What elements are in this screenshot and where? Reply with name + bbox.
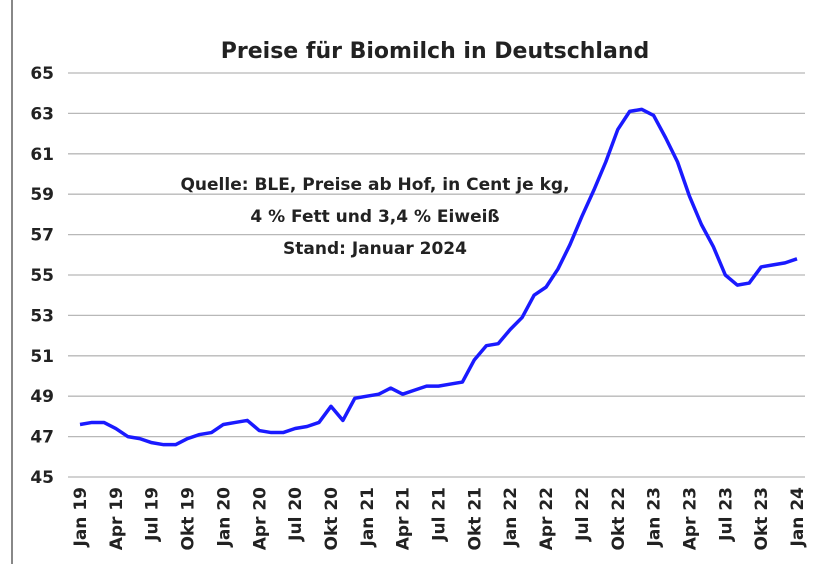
x-tick-label: Apr 22 <box>537 487 557 550</box>
x-tick-label: Jul 23 <box>716 487 736 542</box>
x-tick-label: Apr 19 <box>107 487 127 550</box>
data-line <box>79 107 798 447</box>
y-tick-label: 45 <box>30 468 54 488</box>
x-tick-label: Jul 22 <box>573 487 593 542</box>
x-tick-label: Okt 20 <box>322 487 342 551</box>
x-tick-label: Okt 22 <box>609 487 629 550</box>
annotation: 4 % Fett und 3,4 % Eiweiß <box>250 207 499 227</box>
x-tick-label: Apr 21 <box>394 487 414 550</box>
y-tick-label: 63 <box>30 104 54 124</box>
x-tick-label: Apr 23 <box>680 487 700 550</box>
x-tick-label: Jul 20 <box>286 487 306 542</box>
x-tick-label: Jan 20 <box>214 487 234 548</box>
x-tick-label: Jan 24 <box>788 487 808 548</box>
x-tick-label: Okt 21 <box>465 487 485 550</box>
x-tick-label: Jan 23 <box>645 487 665 547</box>
x-tick-label: Okt 23 <box>752 487 772 550</box>
y-tick-label: 61 <box>30 145 54 165</box>
y-tick-label: 53 <box>30 306 54 326</box>
annotation: Quelle: BLE, Preise ab Hof, in Cent je k… <box>180 175 569 195</box>
x-tick-label: Apr 20 <box>250 487 270 550</box>
annotation: Stand: Januar 2024 <box>283 239 467 259</box>
chart-title: Preise für Biomilch in Deutschland <box>221 39 649 64</box>
x-tick-label: Jan 21 <box>358 487 378 547</box>
x-tick-label: Jan 22 <box>501 487 521 547</box>
y-tick-label: 49 <box>30 387 54 407</box>
y-tick-label: 55 <box>30 266 54 286</box>
x-tick-label: Jul 19 <box>143 487 163 542</box>
x-tick-label: Jan 19 <box>71 487 91 547</box>
y-tick-label: 57 <box>30 226 54 246</box>
y-tick-label: 47 <box>30 428 54 448</box>
y-tick-label: 51 <box>30 347 54 367</box>
y-tick-label: 59 <box>30 185 54 205</box>
y-tick-label: 65 <box>30 64 54 84</box>
x-tick-label: Jul 21 <box>430 487 450 542</box>
x-tick-label: Okt 19 <box>179 487 199 550</box>
